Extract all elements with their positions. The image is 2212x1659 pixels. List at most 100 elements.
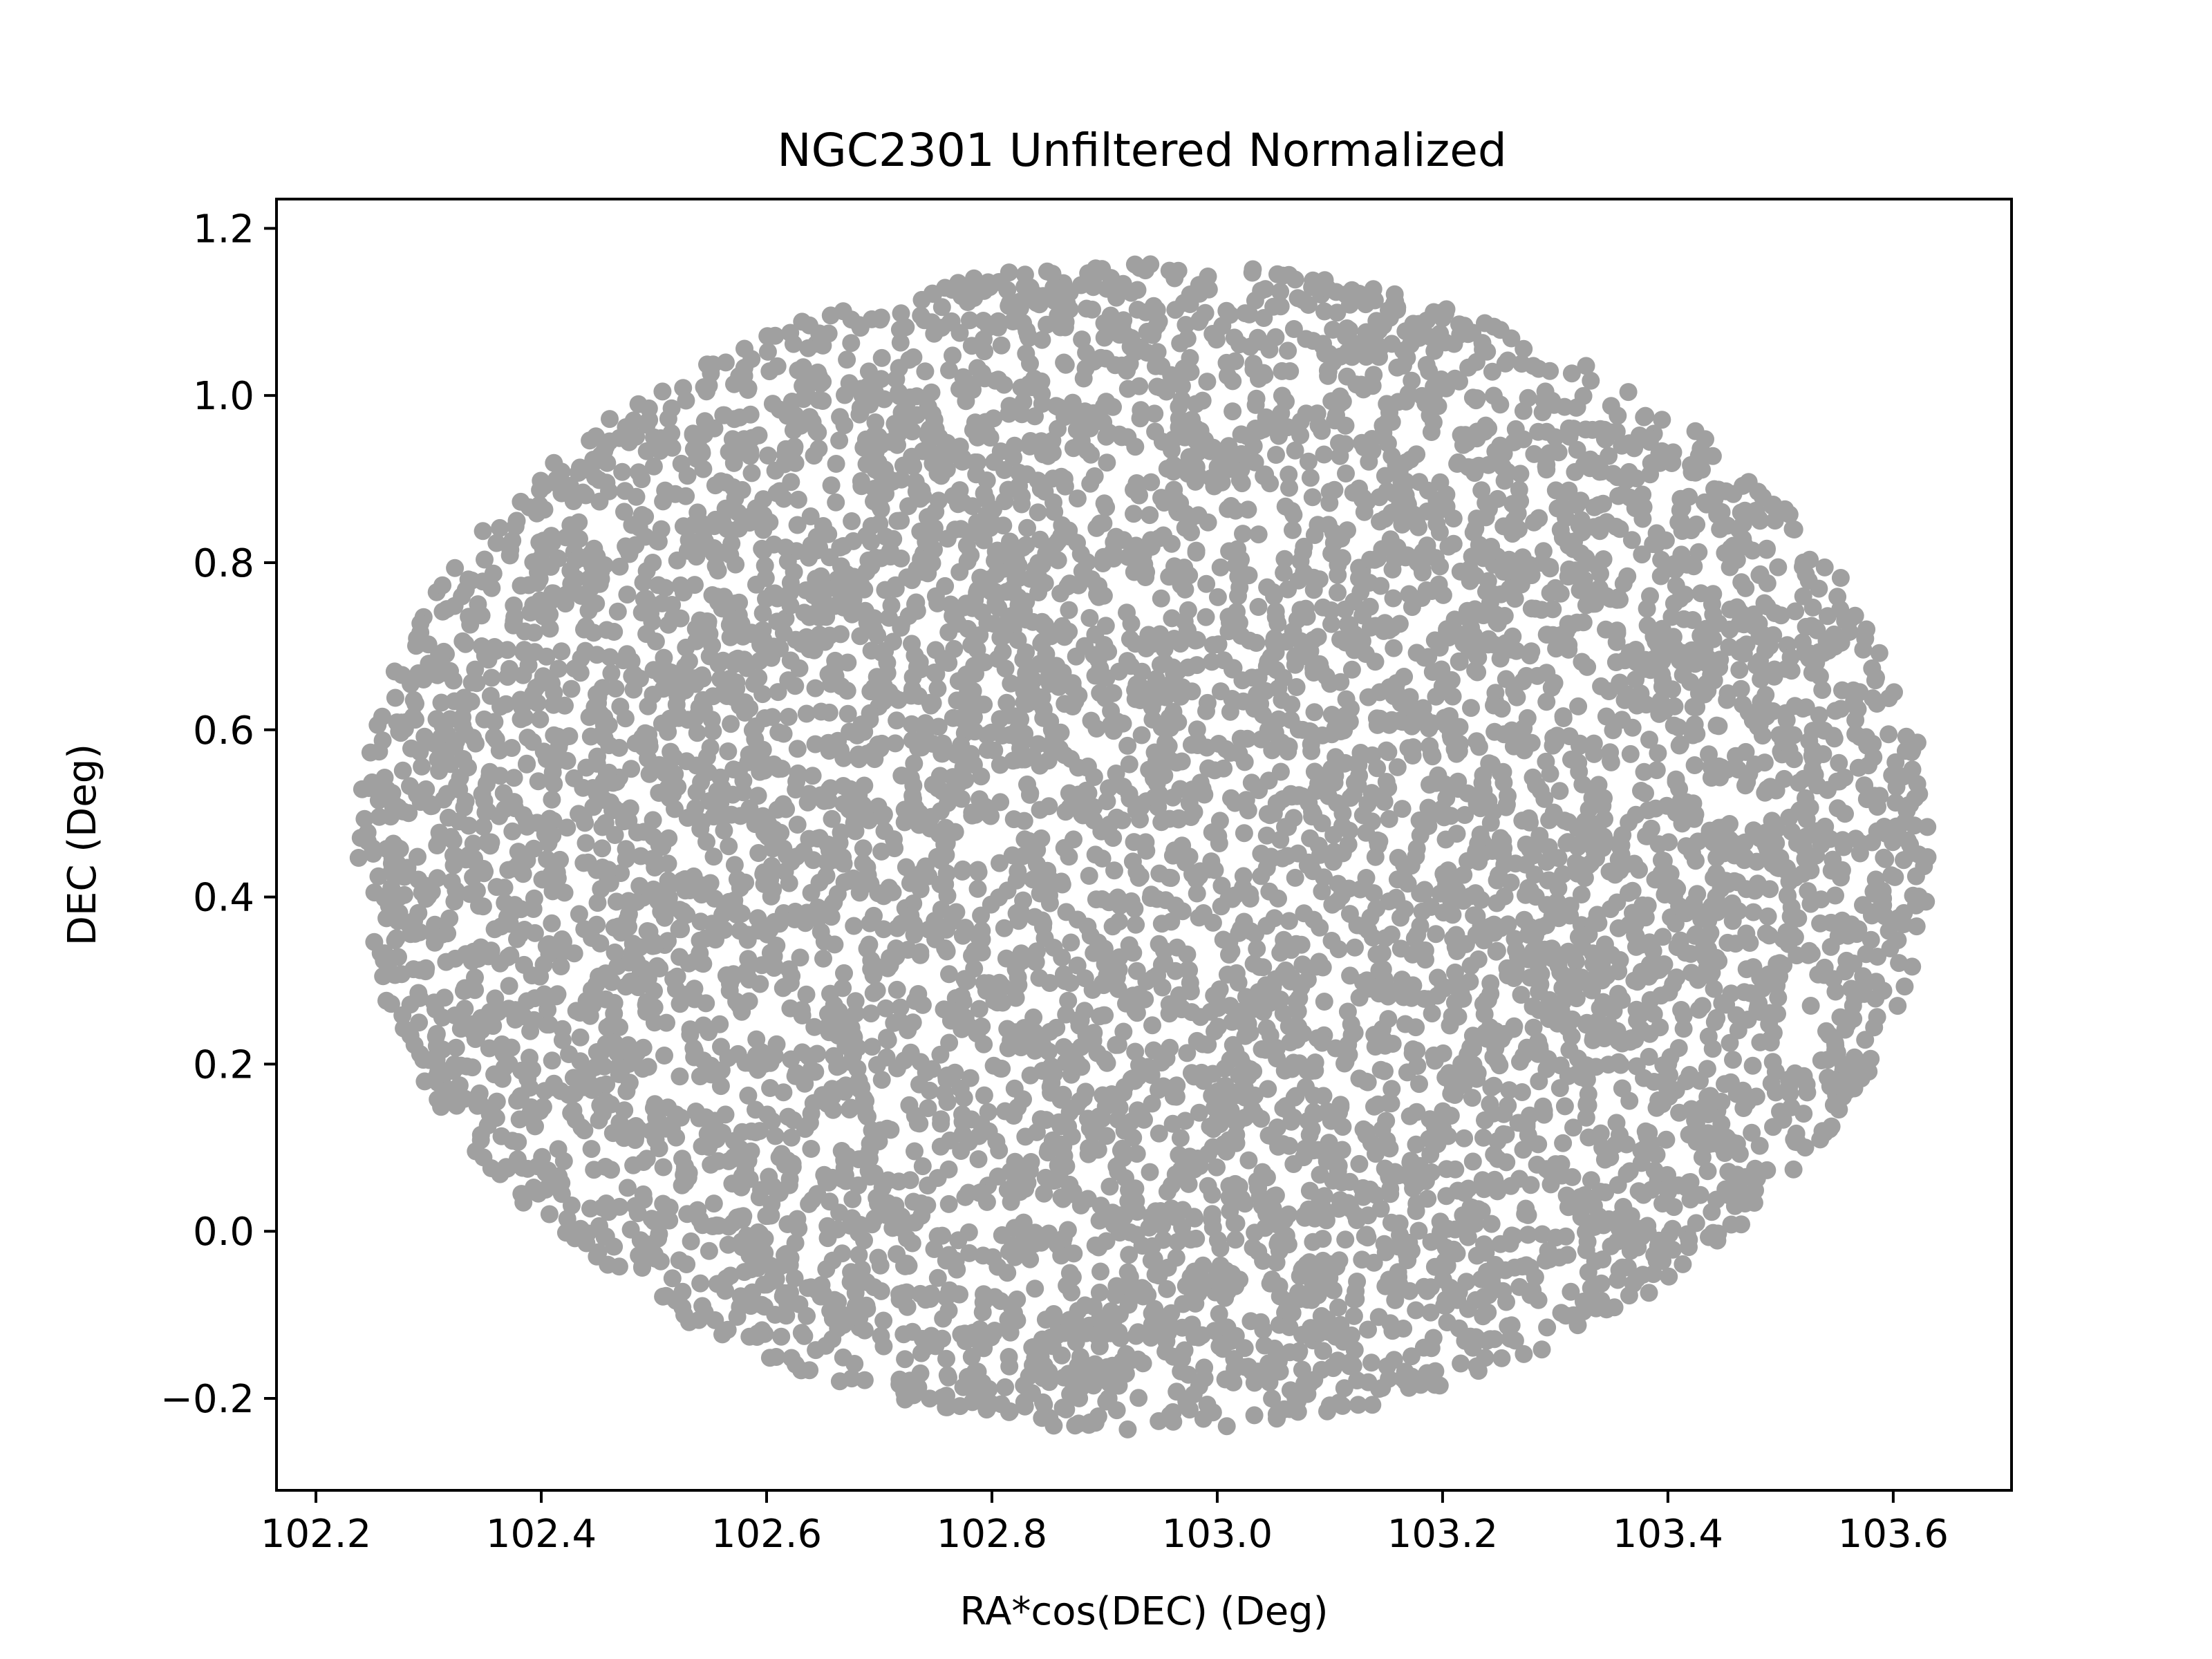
star-point — [1063, 697, 1082, 715]
star-point — [749, 787, 767, 805]
star-point — [907, 593, 926, 612]
star-point — [1004, 810, 1023, 829]
star-point — [1743, 1056, 1762, 1075]
star-point — [1094, 946, 1112, 964]
star-point — [1459, 358, 1478, 377]
star-point — [1618, 1165, 1636, 1183]
star-point — [1709, 717, 1728, 735]
star-point — [1271, 297, 1290, 316]
star-point — [1885, 683, 1903, 702]
star-point — [937, 864, 956, 883]
star-point — [1337, 465, 1355, 482]
star-point — [781, 574, 800, 592]
star-point — [1456, 806, 1474, 824]
star-point — [540, 1015, 559, 1034]
star-point — [1303, 488, 1322, 507]
star-point — [777, 1306, 796, 1325]
star-point — [1094, 1086, 1112, 1105]
star-point — [953, 926, 972, 945]
star-point — [1143, 1094, 1161, 1113]
star-point — [1021, 432, 1040, 450]
star-point — [688, 503, 707, 522]
star-point — [968, 861, 987, 879]
star-point — [533, 870, 552, 889]
star-point — [572, 587, 590, 605]
star-point — [1562, 750, 1580, 769]
star-point — [1496, 354, 1515, 373]
star-point — [720, 1152, 738, 1170]
star-point — [805, 1018, 824, 1036]
star-point — [1127, 1327, 1145, 1345]
star-point — [1580, 1128, 1598, 1147]
star-point — [1203, 913, 1222, 932]
star-point — [845, 917, 863, 935]
star-point — [1302, 1319, 1320, 1338]
star-point — [972, 906, 991, 925]
star-point — [1215, 1059, 1234, 1078]
star-point — [663, 1269, 682, 1288]
star-point — [772, 1327, 791, 1346]
star-point — [1743, 1123, 1761, 1142]
star-point — [1528, 1155, 1546, 1174]
star-point — [715, 821, 733, 840]
star-point — [688, 1201, 707, 1219]
star-point — [751, 975, 769, 993]
star-point — [615, 503, 633, 521]
star-point — [1868, 1008, 1886, 1027]
star-point — [1299, 296, 1318, 314]
star-point — [1029, 503, 1047, 522]
star-point — [905, 926, 924, 944]
star-point — [1734, 1099, 1753, 1117]
star-point — [655, 648, 673, 667]
star-point — [1562, 364, 1581, 383]
star-point — [1380, 1369, 1398, 1388]
star-point — [968, 359, 986, 377]
star-point — [859, 362, 878, 381]
star-point — [1229, 587, 1247, 606]
star-point — [1047, 1018, 1066, 1037]
star-point — [873, 1179, 892, 1197]
star-point — [1579, 1263, 1597, 1282]
star-point — [1083, 300, 1101, 319]
star-point — [1010, 463, 1029, 482]
star-point — [1602, 1237, 1620, 1255]
star-point — [1459, 784, 1477, 803]
star-point — [1267, 1405, 1286, 1423]
star-point — [1289, 571, 1308, 590]
star-point — [978, 740, 997, 759]
star-point — [476, 550, 494, 569]
star-point — [1667, 577, 1685, 595]
star-point — [1798, 1083, 1817, 1102]
star-point — [1042, 1328, 1060, 1347]
star-point — [1687, 1214, 1705, 1232]
star-point — [1203, 653, 1221, 671]
star-point — [1033, 1062, 1052, 1080]
star-point — [874, 1311, 893, 1330]
star-point — [1208, 588, 1227, 606]
star-point — [921, 1389, 939, 1408]
star-point — [1105, 550, 1123, 568]
star-point — [691, 1067, 709, 1086]
star-point — [1644, 627, 1663, 646]
star-point — [1060, 601, 1078, 619]
star-point — [1263, 741, 1282, 760]
star-point — [1297, 608, 1316, 626]
star-point — [1650, 704, 1669, 723]
star-point — [809, 363, 827, 382]
star-point — [817, 867, 836, 885]
star-point — [620, 433, 639, 451]
star-point — [1166, 897, 1185, 915]
star-point — [1105, 861, 1123, 880]
star-point — [521, 1049, 538, 1067]
star-point — [1059, 1365, 1078, 1383]
star-point — [781, 596, 800, 615]
star-point — [618, 585, 637, 604]
star-point — [588, 1247, 606, 1266]
star-point — [902, 715, 921, 733]
star-point — [1388, 758, 1407, 776]
star-point — [1125, 255, 1144, 274]
star-point — [928, 594, 947, 612]
star-point — [722, 715, 740, 733]
star-point — [1266, 328, 1285, 346]
star-point — [466, 660, 485, 679]
